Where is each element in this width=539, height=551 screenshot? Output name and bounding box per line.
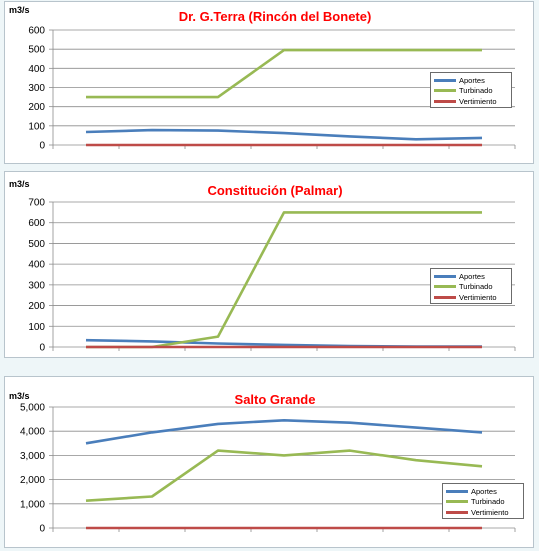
chart-title: Dr. G.Terra (Rincón del Bonete) [178, 9, 372, 24]
y-tick-label: 700 [28, 198, 45, 209]
y-tick-label: 3,000 [20, 451, 45, 462]
y-tick-label: 2,000 [20, 475, 45, 486]
legend-item-turbinado: Turbinado [434, 282, 511, 293]
chart-panel-salto-grande: 0 1,000 2,000 3,000 4,000 5,000 m3/s Salto Gr… [4, 376, 534, 548]
y-tick-label: 1,000 [20, 499, 45, 510]
y-tick-label: 0 [39, 524, 45, 535]
chart-title: Salto Grande [234, 392, 316, 407]
legend-label: Vertimiento [471, 507, 509, 517]
chart-ylabel: m3/s [9, 5, 30, 15]
legend-swatch [446, 510, 468, 514]
y-tick-label: 100 [28, 322, 45, 333]
y-tick-label: 200 [28, 102, 45, 113]
series-line-aportes [85, 418, 483, 445]
legend-label: Aportes [459, 75, 485, 85]
chart-title: Constitución (Palmar) [207, 183, 343, 198]
legend-label: Turbinado [471, 497, 505, 507]
legend-label: Aportes [459, 271, 485, 281]
legend-swatch [434, 99, 456, 103]
legend-label: Vertimiento [459, 96, 497, 106]
y-tick-label: 600 [28, 218, 45, 229]
legend-swatch [434, 89, 456, 93]
legend-item-vertimiento: Vertimiento [434, 292, 511, 303]
chart-legend: Aportes Turbinado Vertimiento [430, 72, 512, 108]
y-tick-label: 400 [28, 64, 45, 75]
legend-swatch [434, 295, 456, 299]
chart-plot-terra: 0 100 200 300 400 500 600 [28, 26, 516, 152]
y-tick-label: 300 [28, 280, 45, 291]
legend-item-vertimiento: Vertimiento [434, 96, 511, 107]
legend-label: Vertimiento [459, 292, 497, 302]
legend-item-vertimiento: Vertimiento [446, 507, 523, 518]
y-tick-label: 0 [39, 141, 45, 152]
y-tick-label: 100 [28, 121, 45, 132]
series-line-turbinado [86, 48, 482, 99]
y-tick-label: 5,000 [20, 403, 45, 414]
series-line-aportes [85, 338, 482, 348]
legend-label: Aportes [471, 486, 497, 496]
y-tick-label: 500 [28, 45, 45, 56]
y-tick-label: 500 [28, 239, 45, 250]
legend-item-turbinado: Turbinado [446, 497, 523, 508]
series-line-turbinado [85, 449, 483, 502]
legend-swatch [434, 78, 456, 82]
chart-ylabel: m3/s [9, 391, 30, 401]
y-tick-label: 4,000 [20, 427, 45, 438]
legend-swatch [446, 489, 468, 493]
legend-label: Turbinado [459, 282, 493, 292]
legend-swatch [434, 285, 456, 289]
series-line-turbinado [86, 211, 482, 349]
legend-item-turbinado: Turbinado [434, 86, 511, 97]
y-tick-label: 300 [28, 83, 45, 94]
y-tick-label: 400 [28, 260, 45, 271]
chart-panel-terra: 0 100 200 300 400 500 600 m3/s Dr. G.Terra (Ri… [4, 1, 534, 164]
y-tick-label: 0 [39, 343, 45, 354]
legend-item-aportes: Aportes [446, 486, 523, 497]
chart-legend: Aportes Turbinado Vertimiento [442, 483, 524, 519]
chart-plot-palmar: 0 100 200 300 400 500 600 700 [28, 198, 516, 354]
chart-plot-salto-grande: 0 1,000 2,000 3,000 4,000 5,000 [20, 403, 516, 535]
chart-ylabel: m3/s [9, 179, 30, 189]
legend-swatch [446, 500, 468, 504]
y-tick-label: 600 [28, 26, 45, 37]
y-tick-label: 200 [28, 301, 45, 312]
chart-panel-palmar: 0 100 200 300 400 500 600 700 m3/s Constitución… [4, 171, 534, 358]
legend-swatch [434, 274, 456, 278]
chart-legend: Aportes Turbinado Vertimiento [430, 268, 512, 304]
legend-item-aportes: Aportes [434, 271, 511, 282]
series-line-aportes [85, 128, 483, 141]
legend-label: Turbinado [459, 86, 493, 96]
legend-item-aportes: Aportes [434, 75, 511, 86]
